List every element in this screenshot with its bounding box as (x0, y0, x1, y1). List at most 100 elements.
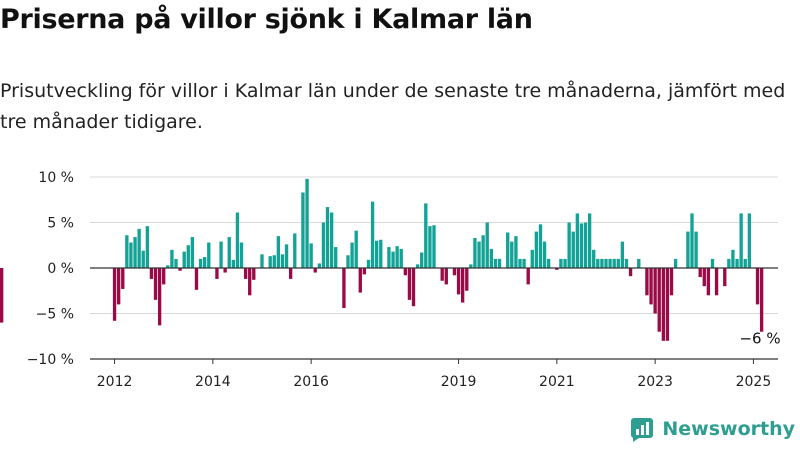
bar (592, 249, 596, 268)
x-tick-label: 2023 (637, 374, 673, 390)
bar (309, 243, 313, 268)
bar (497, 258, 502, 268)
price-change-chart: 10 % 5 % 0 % −5 % −10 % 2012 2014 2016 2019 2021 2… (0, 170, 781, 390)
y-tick-label: −10 % (27, 352, 74, 368)
bar (350, 242, 354, 268)
bar (342, 268, 346, 309)
bar (432, 225, 436, 268)
bar (530, 249, 534, 268)
bar (731, 249, 735, 268)
bar (428, 226, 432, 268)
bar (759, 268, 764, 332)
bar (489, 248, 494, 268)
y-tick-label: 5 % (47, 216, 74, 232)
bar (149, 268, 154, 279)
bar (276, 236, 281, 268)
bar (362, 268, 367, 275)
bar (665, 268, 670, 341)
bar (370, 201, 375, 268)
bar (628, 268, 633, 277)
bar (379, 239, 383, 268)
bar (571, 231, 575, 268)
bar (329, 212, 334, 268)
bar (268, 256, 272, 268)
bar (714, 268, 719, 296)
bar (608, 258, 612, 268)
x-tick-label: 2025 (736, 374, 772, 390)
bar (121, 268, 125, 289)
bar (546, 258, 551, 268)
bar (301, 192, 305, 268)
page-subtitle: Prisutveckling för villor i Kalmar län u… (0, 80, 786, 133)
bar (157, 268, 162, 326)
bar (723, 268, 727, 287)
bar (596, 258, 600, 268)
bar (583, 222, 588, 268)
chart-axes (90, 267, 778, 364)
bar (669, 268, 674, 296)
bar (657, 268, 661, 332)
bar (481, 235, 485, 268)
y-tick-label: −5 % (36, 307, 74, 323)
bar (563, 258, 567, 268)
bar (673, 258, 678, 268)
bar (198, 258, 203, 268)
bar (698, 268, 702, 278)
bar (661, 268, 666, 341)
bar (542, 241, 547, 268)
bar (702, 268, 706, 287)
bar (280, 254, 285, 268)
newsworthy-logo-icon (631, 418, 654, 442)
bar (411, 268, 416, 307)
bar (182, 251, 186, 268)
last-value-annotation: −6 % (739, 330, 780, 348)
bar (235, 212, 240, 268)
x-tick-label: 2016 (293, 374, 329, 390)
bar (727, 258, 731, 268)
chart-bars (0, 178, 764, 341)
bar (317, 263, 322, 268)
bar (649, 268, 653, 305)
chart-labels: 10 % 5 % 0 % −5 % −10 % 2012 2014 2016 2019 2021 2… (27, 170, 781, 390)
bar (587, 213, 592, 268)
bar (456, 268, 461, 295)
bar (510, 241, 514, 268)
bar (252, 268, 256, 280)
bar (485, 222, 489, 268)
bar (133, 237, 137, 268)
bar (354, 230, 358, 268)
bar (710, 258, 715, 268)
bar (440, 268, 444, 281)
bar (555, 268, 559, 270)
bar (506, 232, 510, 268)
bar (444, 268, 448, 285)
bar (407, 268, 412, 300)
bar (141, 250, 145, 268)
bar (293, 233, 297, 268)
bar (313, 268, 317, 273)
bar (248, 268, 252, 296)
bar (334, 247, 338, 268)
bar (538, 224, 543, 268)
bar (346, 255, 350, 268)
bar (579, 223, 584, 268)
bar (243, 268, 248, 279)
bar (129, 242, 133, 268)
bar (645, 268, 649, 296)
bar (690, 213, 694, 268)
bar (559, 258, 563, 268)
bar (624, 258, 629, 268)
bar (116, 268, 121, 305)
bar (415, 264, 420, 268)
bar (477, 241, 481, 268)
bar (219, 241, 223, 268)
brand: Newsworthy (629, 416, 795, 442)
bar (403, 268, 408, 276)
bar (325, 207, 330, 268)
bar (653, 268, 657, 314)
bar (145, 226, 150, 268)
bar (706, 268, 711, 296)
bar (747, 213, 752, 268)
bar (616, 258, 620, 268)
bar (493, 258, 498, 268)
